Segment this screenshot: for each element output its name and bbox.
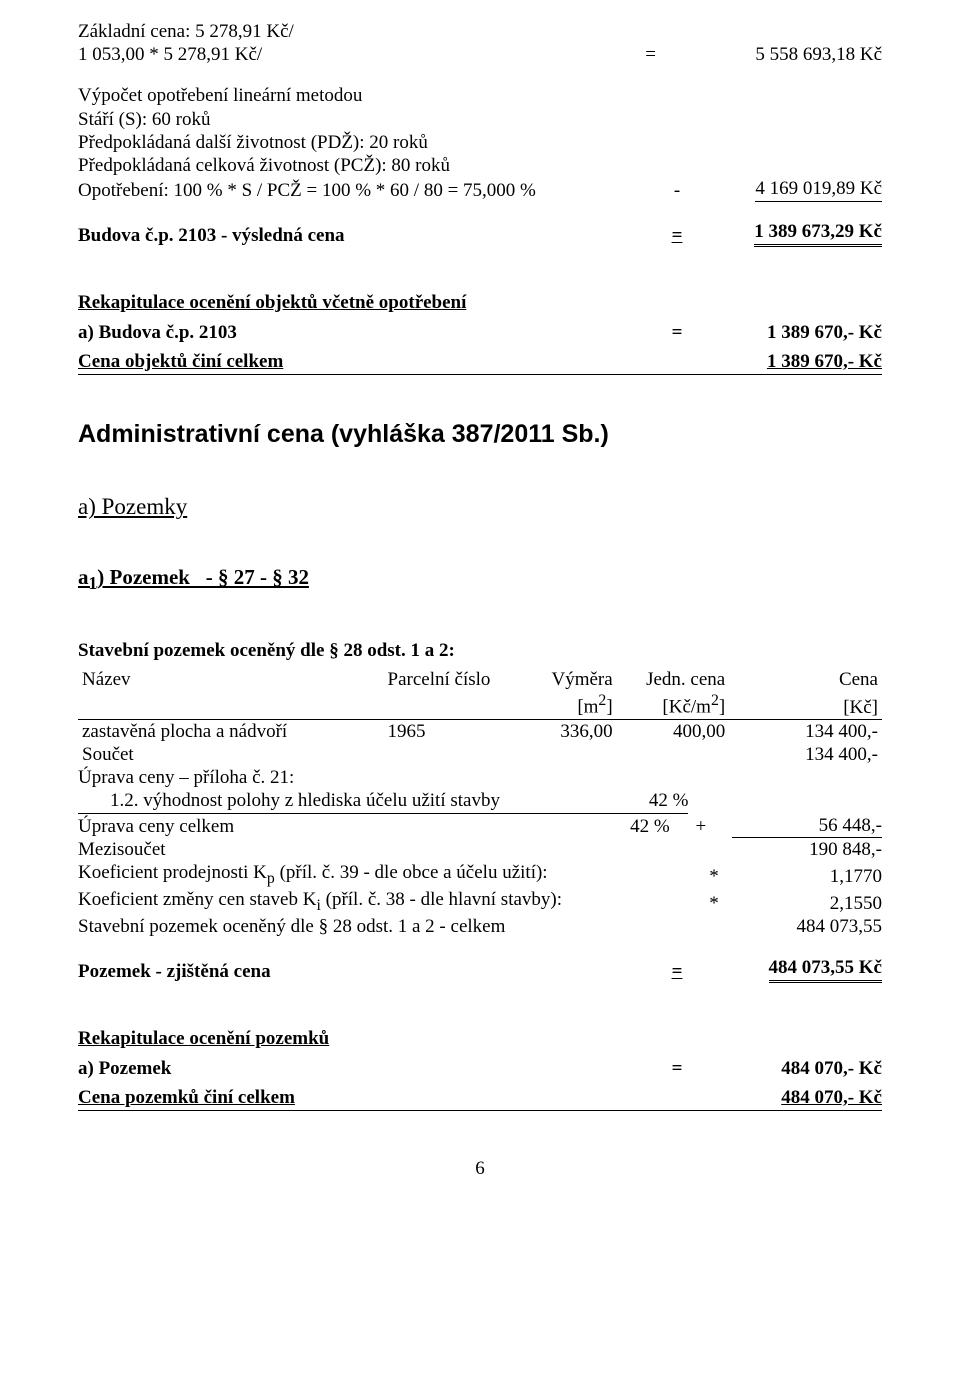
table-header-row2: [m2] [Kč/m2] [Kč] [78,691,882,719]
recap-plots-total-label: Cena pozemků činí celkem [78,1086,692,1109]
equals-sign: = [662,1057,692,1080]
cell-nazev: zastavěná plocha a nádvoří [78,719,384,743]
col-vymera-unit: [m2] [520,691,616,719]
adj-total-pct: 42 % [590,815,670,838]
subtotal-row: Mezisoučet 190 848,- [78,838,882,861]
adj-total-label: Úprava ceny celkem [78,815,576,838]
recap-objects-row1-val: 1 389 670,- Kč [692,321,882,344]
adj21-item-text: 1.2. výhodnost polohy z hlediska účelu u… [78,789,608,813]
recap-plots-row1-val: 484 070,- Kč [692,1057,882,1080]
building-result-row: Budova č.p. 2103 - výsledná cena = 1 389… [78,220,882,247]
base-price-line1: Základní cena: 5 278,91 Kč/ [78,20,882,43]
wear-pdz: Předpokládaná další životnost (PDŽ): 20 … [78,131,882,154]
minus-sign: - [662,179,692,202]
adj21-item-pct: 42 % [608,789,688,813]
recap-objects-row1-label: a) Budova č.p. 2103 [78,321,662,344]
base-price-value: 5 558 693,18 Kč [662,43,882,66]
ki-row: Koeficient změny cen staveb Ki (příl. č.… [78,888,882,915]
plot-ascertained-label: Pozemek - zjištěná cena [78,960,662,983]
wear-value: 4 169 019,89 Kč [755,177,882,202]
col-parcelni: Parcelní číslo [384,668,521,691]
kp-label: Koeficient prodejnosti Kp (příl. č. 39 -… [78,861,696,888]
multiply-sign: * [696,865,732,888]
recap-objects-total-row: Cena objektů činí celkem 1 389 670,- Kč [78,350,882,375]
multiply-sign: * [696,892,732,915]
col-cena-unit: [Kč] [729,691,882,719]
building-result-value: 1 389 673,29 Kč [754,220,882,247]
recap-objects-total-label: Cena objektů činí celkem [78,350,692,373]
adj-total-row: Úprava ceny celkem 42 % + 56 448,- [78,814,882,838]
table-row: zastavěná plocha a nádvoří 1965 336,00 4… [78,719,882,743]
subtotal-label: Mezisoučet [78,838,712,861]
wear-calc-title: Výpočet opotřebení lineární metodou [78,84,882,107]
col-vymera: Výměra [520,668,616,691]
building-result-label: Budova č.p. 2103 - výsledná cena [78,224,662,247]
equals-sign: = [639,43,662,66]
table-sum-row: Součet 134 400,- [78,743,882,766]
cell-vymera: 336,00 [520,719,616,743]
col-cena: Cena [729,668,882,691]
col-jedn: Jedn. cena [617,668,730,691]
building-plot-total-row: Stavební pozemek oceněný dle § 28 odst. … [78,915,882,938]
a1-pozemek-heading: a1) Pozemek - § 27 - § 32 [78,565,882,595]
building-plot-title: Stavební pozemek oceněný dle § 28 odst. … [78,639,882,662]
recap-objects-row1: a) Budova č.p. 2103 = 1 389 670,- Kč [78,321,882,344]
wear-formula: Opotřebení: 100 % * S / PCŽ = 100 % * 60… [78,179,662,202]
building-plot-total-label: Stavební pozemek oceněný dle § 28 odst. … [78,915,712,938]
cell-cena: 134 400,- [729,719,882,743]
page-number: 6 [78,1157,882,1180]
ki-label: Koeficient změny cen staveb Ki (příl. č.… [78,888,696,915]
recap-plots-row1: a) Pozemek = 484 070,- Kč [78,1057,882,1080]
table-header-row1: Název Parcelní číslo Výměra Jedn. cena C… [78,668,882,691]
base-price-calc-row: 1 053,00 * 5 278,91 Kč/ = 5 558 693,18 K… [78,43,882,66]
col-nazev: Název [78,668,384,691]
wear-result-row: Opotřebení: 100 % * S / PCŽ = 100 % * 60… [78,177,882,202]
building-plot-total-val: 484 073,55 [712,915,882,938]
sum-value: 134 400,- [729,743,882,766]
equals-sign: = [662,224,692,247]
kp-val: 1,1770 [732,865,882,888]
adj21-item-row: 1.2. výhodnost polohy z hlediska účelu u… [78,789,882,813]
plot-ascertained-val: 484 073,55 Kč [769,956,882,983]
recap-objects-total-val: 1 389 670,- Kč [692,350,882,373]
adj21-label: Úprava ceny – příloha č. 21: [78,766,882,789]
a-pozemky-heading: a) Pozemky [78,493,882,521]
wear-age: Stáří (S): 60 roků [78,108,882,131]
recap-plots-total-val: 484 070,- Kč [692,1086,882,1109]
equals-sign: = [662,960,692,983]
equals-sign: = [662,321,692,344]
recap-plots-row1-label: a) Pozemek [78,1057,662,1080]
wear-pcz: Předpokládaná celková životnost (PCŽ): 8… [78,154,882,177]
adj-total-val: 56 448,- [732,814,882,838]
a1-pozemek-label: a1) Pozemek - § 27 - § 32 [78,565,309,589]
subtotal-val: 190 848,- [712,838,882,861]
sum-label: Součet [78,743,729,766]
plot-ascertained-row: Pozemek - zjištěná cena = 484 073,55 Kč [78,956,882,983]
ki-val: 2,1550 [732,892,882,915]
cell-parcelni: 1965 [384,719,521,743]
plot-table: Název Parcelní číslo Výměra Jedn. cena C… [78,668,882,766]
recap-plots-total-row: Cena pozemků činí celkem 484 070,- Kč [78,1086,882,1111]
recap-objects-title: Rekapitulace ocenění objektů včetně opot… [78,291,882,314]
cell-jedn: 400,00 [617,719,730,743]
base-price-left: 1 053,00 * 5 278,91 Kč/ [78,43,639,66]
col-jedn-unit: [Kč/m2] [617,691,730,719]
recap-plots-title: Rekapitulace ocenění pozemků [78,1027,882,1050]
kp-row: Koeficient prodejnosti Kp (příl. č. 39 -… [78,861,882,888]
admin-price-title: Administrativní cena (vyhláška 387/2011 … [78,419,882,450]
plus-sign: + [683,815,719,838]
